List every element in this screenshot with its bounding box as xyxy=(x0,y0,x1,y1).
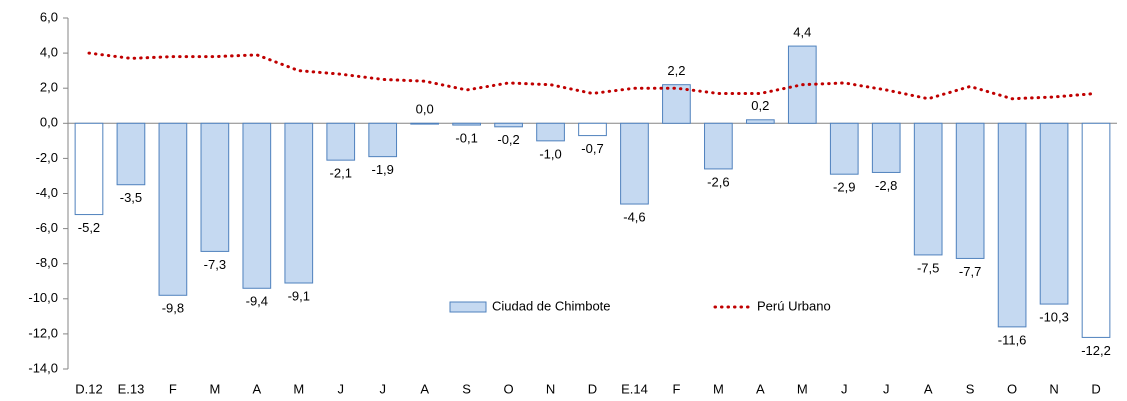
bar xyxy=(1081,122,1111,338)
data-label: -9,4 xyxy=(246,294,268,309)
x-tick-label: N xyxy=(546,381,555,396)
x-tick-label: F xyxy=(169,381,177,396)
data-label: -9,1 xyxy=(288,288,310,303)
x-tick-label: M xyxy=(293,381,304,396)
bar xyxy=(997,122,1027,328)
bar xyxy=(1039,122,1069,305)
bar xyxy=(662,84,691,124)
x-tick-label: D xyxy=(1091,381,1100,396)
data-label: -9,8 xyxy=(162,301,184,316)
bar xyxy=(368,122,398,158)
data-label: 2,2 xyxy=(667,63,685,78)
data-label: -4,6 xyxy=(623,209,645,224)
x-tick-label: A xyxy=(252,381,261,396)
bar xyxy=(578,122,607,137)
data-label: 0,2 xyxy=(751,98,769,113)
x-tick-label: J xyxy=(379,381,386,396)
bar xyxy=(284,122,314,284)
x-tick-label: O xyxy=(504,381,514,396)
y-tick-label: 6,0 xyxy=(40,9,58,24)
x-tick-label: F xyxy=(672,381,680,396)
data-label: -0,2 xyxy=(497,132,519,147)
data-label: -0,7 xyxy=(581,141,603,156)
bar xyxy=(745,119,775,124)
bar xyxy=(620,122,649,205)
y-tick-label: -6,0 xyxy=(36,220,58,235)
data-label: -7,5 xyxy=(917,260,939,275)
legend-swatch xyxy=(449,301,487,313)
data-label: -7,3 xyxy=(204,257,226,272)
bar xyxy=(871,122,901,173)
bar xyxy=(116,122,146,186)
bar xyxy=(200,122,230,252)
x-tick-label: S xyxy=(966,381,975,396)
x-tick-label: A xyxy=(420,381,429,396)
y-tick-label: -12,0 xyxy=(28,325,58,340)
data-label: -11,6 xyxy=(998,332,1027,347)
bar xyxy=(74,122,104,216)
y-tick-label: 0,0 xyxy=(40,115,58,130)
x-tick-label: E.14 xyxy=(621,381,648,396)
bar xyxy=(410,122,440,125)
x-tick-label: A xyxy=(756,381,765,396)
x-tick-label: S xyxy=(462,381,471,396)
x-tick-label: J xyxy=(841,381,848,396)
data-label: -3,5 xyxy=(120,190,142,205)
bar xyxy=(242,122,272,289)
data-label: -2,9 xyxy=(833,180,855,195)
y-tick-label: 4,0 xyxy=(40,45,58,60)
data-label: -10,3 xyxy=(1039,310,1069,325)
legend-label: Ciudad de Chimbote xyxy=(492,298,611,313)
data-label: 0,0 xyxy=(416,102,434,117)
legend-label: Perú Urbano xyxy=(757,298,831,313)
data-label: -7,7 xyxy=(959,264,981,279)
y-tick-label: 2,0 xyxy=(40,80,58,95)
y-tick-label: -2,0 xyxy=(36,150,58,165)
bar xyxy=(326,122,356,161)
bar xyxy=(913,122,943,256)
bar xyxy=(829,122,859,175)
x-tick-label: M xyxy=(713,381,724,396)
y-tick-label: -4,0 xyxy=(36,185,58,200)
data-label: 4,4 xyxy=(793,25,811,40)
x-tick-label: A xyxy=(924,381,933,396)
bar xyxy=(704,122,733,170)
y-tick-label: -14,0 xyxy=(28,360,58,375)
data-label: -1,9 xyxy=(371,162,393,177)
bar xyxy=(158,122,188,296)
data-label: -12,2 xyxy=(1081,343,1111,358)
y-tick-label: -8,0 xyxy=(36,255,58,270)
data-label: -2,6 xyxy=(707,174,729,189)
y-tick-label: -10,0 xyxy=(28,290,58,305)
bar xyxy=(955,122,985,259)
bar xyxy=(536,122,565,142)
data-label: -2,8 xyxy=(875,178,897,193)
line xyxy=(87,51,1098,101)
x-tick-label: E.13 xyxy=(118,381,145,396)
bar xyxy=(494,122,523,128)
x-tick-label: J xyxy=(337,381,344,396)
x-tick-label: M xyxy=(209,381,220,396)
x-tick-label: D xyxy=(588,381,597,396)
data-label: -0,1 xyxy=(455,130,477,145)
x-tick-label: N xyxy=(1049,381,1058,396)
data-label: -2,1 xyxy=(330,166,352,181)
x-tick-label: D.12 xyxy=(75,381,102,396)
x-tick-label: O xyxy=(1007,381,1017,396)
bar xyxy=(452,122,481,126)
x-tick-label: M xyxy=(797,381,808,396)
data-label: -1,0 xyxy=(539,146,561,161)
x-tick-label: J xyxy=(883,381,890,396)
data-label: -5,2 xyxy=(78,220,100,235)
